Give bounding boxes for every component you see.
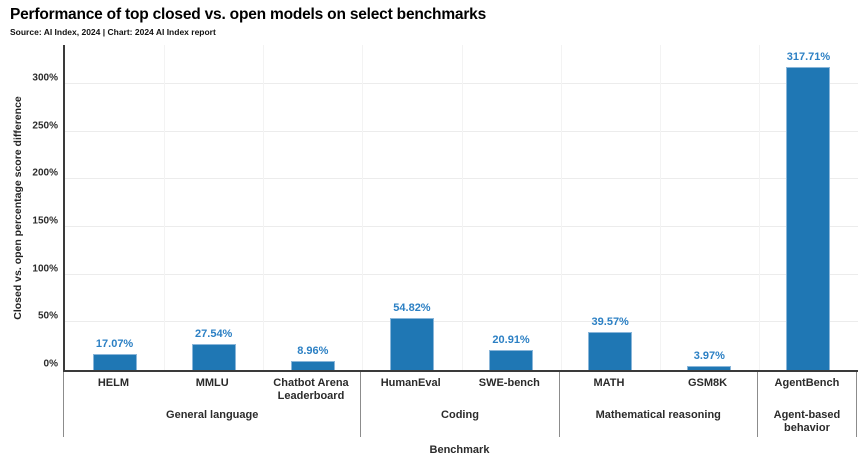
vertical-gridline [263, 45, 265, 370]
category-label: GSM8K [688, 377, 728, 389]
bar-value-label: 39.57% [591, 316, 629, 329]
vertical-gridline [758, 45, 760, 370]
category-label-row: MATH GSM8K [560, 377, 757, 390]
x-axis-zone: HELM MMLU Chatbot Arena Leaderboard General… [63, 372, 857, 437]
category-label: Chatbot Arena Leaderboard [273, 377, 349, 402]
bar [389, 317, 434, 370]
bar-value-label: 8.96% [297, 345, 329, 358]
category-label: HELM [97, 377, 129, 389]
benchmark-group: HumanEval SWE-bench Coding [361, 372, 560, 437]
group-label: Coding [441, 409, 479, 421]
y-axis-tick-label: 50% [37, 310, 58, 322]
category-label: MATH [593, 377, 625, 389]
y-axis-tick-label: 150% [32, 215, 58, 227]
category-label: HumanEval [380, 377, 441, 389]
x-axis-label: Benchmark [429, 444, 490, 456]
category-label-row: HumanEval SWE-bench [361, 377, 558, 390]
category-label: SWE-bench [478, 377, 540, 389]
category-label: MMLU [195, 377, 229, 389]
bar [687, 366, 732, 370]
y-axis-tick-label: 100% [32, 263, 58, 275]
bar [191, 343, 236, 370]
vertical-gridline [560, 45, 562, 370]
benchmark-group: HELM MMLU Chatbot Arena Leaderboard General… [64, 372, 362, 437]
bar-value-label: 317.71% [786, 51, 831, 64]
bar [92, 353, 137, 370]
bar-value-label: 20.91% [492, 334, 530, 347]
plot-area: 0% 50% 100% 150% 200% 250% 300% 17.07% 27.54% 8.9… [32, 45, 858, 372]
category-label: AgentBench [774, 377, 840, 389]
vertical-gridline [659, 45, 661, 370]
chart-header: Performance of top closed vs. open model… [10, 6, 486, 37]
y-axis-label: Closed vs. open percentage score differe… [12, 96, 24, 320]
group-label: Agent-based behavior [773, 409, 841, 434]
group-label: General language [166, 409, 259, 421]
vertical-gridline [164, 45, 166, 370]
bar-value-label: 27.54% [195, 327, 233, 340]
group-label: Mathematical reasoning [595, 409, 721, 421]
vertical-gridline [461, 45, 463, 370]
category-label-row: AgentBench [758, 377, 856, 390]
y-axis-tick-label: 200% [32, 167, 58, 179]
y-axis-tick-label: 0% [43, 358, 58, 370]
chart-source-line: Source: AI Index, 2024 | Chart: 2024 AI … [10, 27, 216, 37]
bar [588, 332, 633, 370]
y-axis-tick-label: 300% [32, 72, 58, 84]
y-axis-tick-label: 250% [32, 120, 58, 132]
chart-title: Performance of top closed vs. open model… [10, 6, 486, 23]
category-label-row: HELM MMLU Chatbot Arena Leaderboard [64, 377, 360, 402]
bar [786, 67, 831, 370]
bar [489, 350, 534, 370]
bar [290, 361, 335, 370]
bar-value-label: 3.97% [693, 350, 725, 363]
bar-value-label: 17.07% [95, 337, 134, 350]
bar-value-label: 54.82% [393, 301, 431, 314]
benchmark-group: AgentBench Agent-based behavior [758, 372, 857, 437]
benchmark-group: MATH GSM8K Mathematical reasoning [560, 372, 758, 437]
vertical-gridline [362, 45, 364, 370]
